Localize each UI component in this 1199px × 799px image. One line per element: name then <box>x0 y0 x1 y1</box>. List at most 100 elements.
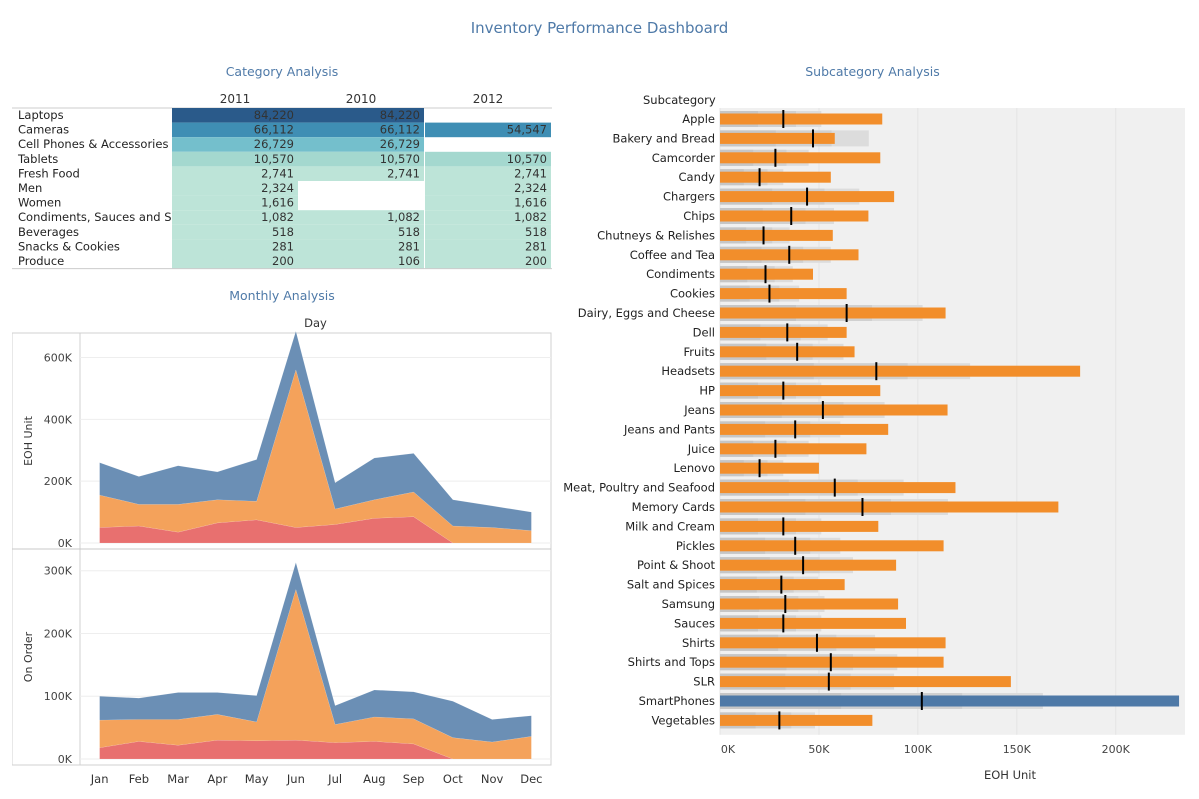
category-label: Vegetables <box>651 713 715 727</box>
row-label: Cell Phones & Accessories <box>18 137 168 151</box>
heat-cell <box>298 137 424 152</box>
category-label: Sauces <box>674 616 715 630</box>
heat-cell <box>172 122 298 138</box>
cell-value: 26,729 <box>254 137 294 151</box>
heat-cell <box>172 181 298 196</box>
bar-shirts <box>720 637 946 649</box>
row-label: Condiments, Sauces and S.. <box>18 210 179 224</box>
heat-cell <box>298 210 424 225</box>
subcategory-header: Subcategory <box>643 93 716 107</box>
area-series-2 <box>99 330 532 531</box>
x-tick-label: Feb <box>129 772 149 786</box>
bar-chips <box>720 210 869 222</box>
cell-value: 518 <box>272 225 294 239</box>
category-label: Milk and Cream <box>625 519 715 533</box>
heat-cell <box>425 151 551 167</box>
x-axis-label: EOH Unit <box>984 768 1037 782</box>
bar-dell <box>720 326 847 338</box>
x-tick-label: Mar <box>167 772 189 786</box>
bar-jeans <box>720 404 948 416</box>
row-label: Cameras <box>18 123 69 137</box>
category-label: Dairy, Eggs and Cheese <box>578 306 715 320</box>
cell-value: 2,741 <box>387 166 420 180</box>
bar-vegetables <box>720 714 873 726</box>
y-tick-label: 200K <box>44 475 73 488</box>
x-tick-label: Aug <box>363 772 385 786</box>
heat-cell <box>425 195 551 211</box>
cell-value: 1,082 <box>261 210 294 224</box>
heat-cell <box>172 254 298 269</box>
category-label: Juice <box>687 442 715 456</box>
cell-value: 281 <box>272 239 294 253</box>
x-tick-label: 200K <box>1102 743 1131 756</box>
heat-cell <box>425 254 551 269</box>
bar-bakery-and-bread <box>720 132 835 144</box>
area-series-1 <box>99 369 532 544</box>
x-tick-label: Jan <box>90 772 109 786</box>
row-label: Snacks & Cookies <box>18 239 120 253</box>
category-label: Shirts <box>682 636 715 650</box>
category-label: Headsets <box>661 364 715 378</box>
category-label: Point & Shoot <box>637 558 715 572</box>
cell-value: 54,547 <box>507 123 547 137</box>
x-tick-label: Sep <box>403 772 425 786</box>
x-tick-label: Jun <box>286 772 305 786</box>
category-label: Jeans and Pants <box>623 422 715 436</box>
category-label: Coffee and Tea <box>630 248 715 262</box>
cell-value: 1,616 <box>514 196 547 210</box>
category-label: Condiments <box>646 267 715 281</box>
column-header-2011: 2011 <box>220 92 251 106</box>
bar-meat-poultry-and-seafood <box>720 482 956 494</box>
dashboard-title: Inventory Performance Dashboard <box>470 19 729 37</box>
x-tick-label: Nov <box>481 772 504 786</box>
bar-point-shoot <box>720 559 897 571</box>
category-label: SLR <box>693 675 715 689</box>
category-label: Lenovo <box>674 461 715 475</box>
cell-value: 66,112 <box>380 123 420 137</box>
category-label: Chargers <box>663 190 715 204</box>
row-label: Beverages <box>18 225 79 239</box>
cell-value: 2,741 <box>514 166 547 180</box>
cell-value: 1,616 <box>261 196 294 210</box>
cell-value: 84,220 <box>254 108 294 122</box>
bar-sauces <box>720 617 906 629</box>
monthly-x-header: Day <box>304 316 327 330</box>
category-label: Camcorder <box>652 151 716 165</box>
y-tick-label: 0K <box>58 537 73 550</box>
bar-lenovo <box>720 462 819 474</box>
x-tick-label: 150K <box>1003 743 1032 756</box>
cell-value: 518 <box>398 225 420 239</box>
x-tick-label: 50K <box>808 743 830 756</box>
cell-value: 200 <box>525 254 547 268</box>
column-header-2012: 2012 <box>473 92 504 106</box>
bar-jeans-and-pants <box>720 423 889 435</box>
y-tick-label: 200K <box>44 627 73 640</box>
cell-value: 106 <box>398 254 420 268</box>
category-analysis-title: Category Analysis <box>225 64 339 79</box>
row-label: Fresh Food <box>18 166 80 180</box>
cell-value: 281 <box>525 239 547 253</box>
bar-milk-and-cream <box>720 520 879 532</box>
cell-value: 518 <box>525 225 547 239</box>
category-label: Meat, Poultry and Seafood <box>563 481 715 495</box>
category-label: Memory Cards <box>632 500 715 514</box>
row-label: Men <box>18 181 42 195</box>
heat-cell <box>425 181 551 196</box>
cell-value: 2,324 <box>514 181 547 195</box>
x-tick-label: 0K <box>721 743 736 756</box>
bar-chutneys-relishes <box>720 229 833 241</box>
heat-cell <box>298 254 424 269</box>
heat-cell <box>298 122 424 138</box>
heat-cell <box>425 166 551 181</box>
cell-value: 1,082 <box>387 210 420 224</box>
heat-cell <box>172 239 298 254</box>
y-tick-label: 100K <box>44 690 73 703</box>
y-axis-label: EOH Unit <box>22 415 35 465</box>
category-label: Jeans <box>683 403 715 417</box>
category-label: HP <box>699 384 715 398</box>
category-label: SmartPhones <box>639 694 715 708</box>
bar-smartphones <box>720 695 1180 707</box>
heat-cell <box>172 166 298 181</box>
category-label: Salt and Spices <box>627 578 715 592</box>
bar-fruits <box>720 346 855 358</box>
